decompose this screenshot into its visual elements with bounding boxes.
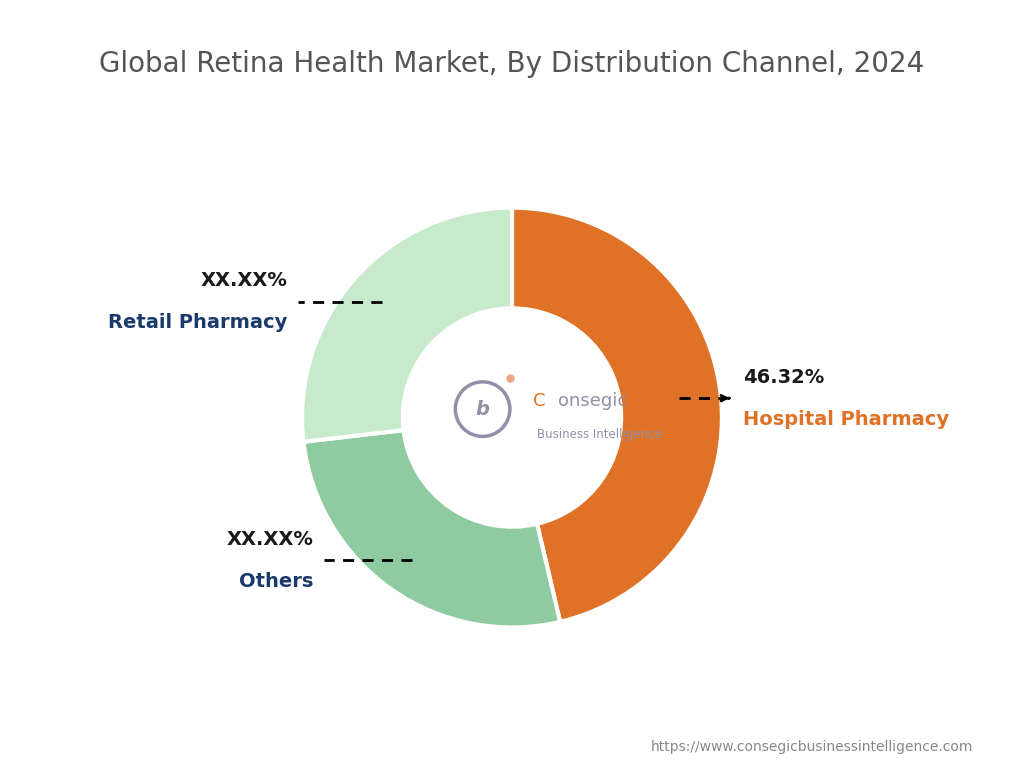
Wedge shape bbox=[302, 207, 512, 442]
Text: XX.XX%: XX.XX% bbox=[201, 271, 288, 290]
Text: Global Retina Health Market, By Distribution Channel, 2024: Global Retina Health Market, By Distribu… bbox=[99, 50, 925, 78]
Text: Hospital Pharmacy: Hospital Pharmacy bbox=[743, 409, 949, 429]
Text: C: C bbox=[532, 392, 546, 410]
Text: b: b bbox=[475, 399, 489, 419]
Text: https://www.consegicbusinessintelligence.com: https://www.consegicbusinessintelligence… bbox=[650, 740, 973, 754]
Text: XX.XX%: XX.XX% bbox=[226, 530, 313, 548]
Text: Others: Others bbox=[239, 571, 313, 591]
Text: Business Intelligence: Business Intelligence bbox=[538, 428, 662, 441]
Text: Retail Pharmacy: Retail Pharmacy bbox=[109, 313, 288, 332]
Text: onsegic: onsegic bbox=[558, 392, 628, 410]
Text: 46.32%: 46.32% bbox=[743, 368, 824, 386]
Wedge shape bbox=[512, 207, 722, 622]
Wedge shape bbox=[303, 430, 560, 627]
